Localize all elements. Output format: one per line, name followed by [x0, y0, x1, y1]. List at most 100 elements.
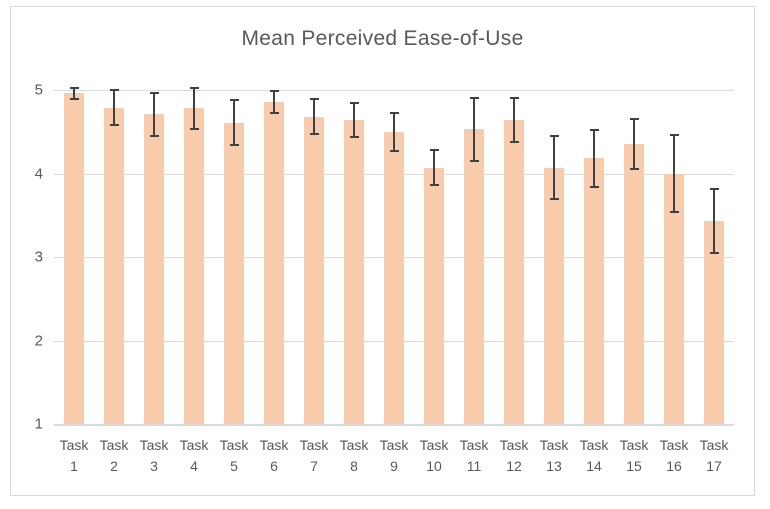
- error-bar-cap-top: [669, 134, 679, 137]
- bar-task-13: [544, 167, 564, 424]
- bar-task-3: [144, 114, 164, 424]
- error-bar-stem: [473, 97, 475, 161]
- x-axis-category-label: Task 12: [499, 437, 529, 474]
- x-axis-category-label: Task 6: [259, 437, 289, 474]
- error-bar-cap-top: [189, 86, 199, 89]
- x-axis-category-label: Task 2: [99, 437, 129, 474]
- error-bar-stem: [433, 150, 435, 186]
- error-bar-stem: [193, 87, 195, 130]
- error-bar-stem: [353, 103, 355, 137]
- bar-task-9: [384, 131, 404, 424]
- x-axis-category-label: Task 10: [419, 437, 449, 474]
- error-bar-cap-top: [469, 96, 479, 99]
- x-axis-category-label: Task 4: [179, 437, 209, 474]
- error-bar-stem: [313, 99, 315, 135]
- error-bar-stem: [633, 119, 635, 170]
- error-bar-cap-bottom: [189, 128, 199, 131]
- error-bar-task-4: [189, 86, 199, 131]
- bar-task-16: [664, 173, 684, 424]
- error-bar-stem: [233, 100, 235, 146]
- error-bar-cap-bottom: [709, 251, 719, 254]
- error-bar-cap-bottom: [629, 168, 639, 171]
- error-bar-cap-top: [109, 89, 119, 91]
- x-axis-category-label: Task 5: [219, 437, 249, 474]
- error-bar-stem: [513, 98, 515, 142]
- x-axis-category-label: Task 17: [699, 437, 729, 474]
- error-bar-cap-top: [549, 134, 559, 137]
- x-axis-category-label: Task 1: [59, 437, 89, 474]
- error-bar-cap-bottom: [389, 149, 399, 152]
- bar-task-4: [184, 108, 204, 424]
- error-bar-stem: [73, 87, 75, 100]
- error-bar-cap-top: [589, 129, 599, 132]
- bar-task-11: [464, 129, 484, 424]
- error-bar-cap-top: [309, 98, 319, 101]
- chart-frame: Mean Perceived Ease-of-Use 1 2 3 4 5 Task 1 Ta…: [10, 6, 755, 496]
- error-bar-task-1: [69, 86, 79, 101]
- error-bar-task-14: [589, 129, 599, 188]
- bar-task-6: [264, 101, 284, 424]
- y-axis-tick-label: 5: [34, 81, 43, 99]
- x-axis-category-label: Task 15: [619, 437, 649, 474]
- error-bar-cap-top: [229, 99, 239, 102]
- x-axis-category-label: Task 9: [379, 437, 409, 474]
- error-bar-stem: [113, 90, 115, 126]
- error-bar-stem: [153, 92, 155, 136]
- x-axis-category-label: Task 14: [579, 437, 609, 474]
- gridline: [54, 90, 734, 91]
- bar-task-5: [224, 122, 244, 424]
- error-bar-task-7: [309, 98, 319, 136]
- error-bar-stem: [713, 189, 715, 253]
- error-bar-cap-bottom: [269, 111, 279, 114]
- error-bar-cap-bottom: [149, 134, 159, 137]
- error-bar-cap-top: [149, 91, 159, 94]
- error-bar-stem: [673, 135, 675, 212]
- error-bar-task-17: [709, 188, 719, 254]
- error-bar-task-6: [269, 89, 279, 114]
- error-bar-task-9: [389, 111, 399, 152]
- error-bar-cap-bottom: [109, 124, 119, 127]
- error-bar-task-2: [109, 89, 119, 127]
- error-bar-cap-top: [429, 149, 439, 152]
- x-axis-line: [54, 424, 734, 426]
- error-bar-stem: [553, 135, 555, 200]
- x-axis-category-label: Task 11: [459, 437, 489, 474]
- error-bar-cap-bottom: [229, 144, 239, 147]
- error-bar-stem: [593, 130, 595, 187]
- error-bar-cap-top: [69, 86, 79, 89]
- error-bar-task-5: [229, 99, 239, 147]
- error-bar-stem: [393, 112, 395, 151]
- error-bar-cap-bottom: [309, 133, 319, 136]
- error-bar-task-8: [349, 102, 359, 138]
- error-bar-cap-bottom: [509, 140, 519, 143]
- y-axis-tick-label: 1: [34, 415, 43, 433]
- error-bar-stem: [273, 90, 275, 113]
- error-bar-task-11: [469, 96, 479, 162]
- error-bar-cap-bottom: [589, 185, 599, 188]
- error-bar-cap-top: [349, 102, 359, 105]
- x-axis-category-label: Task 13: [539, 437, 569, 474]
- x-axis-category-label: Task 7: [299, 437, 329, 474]
- x-axis-category-label: Task 8: [339, 437, 369, 474]
- error-bar-task-10: [429, 149, 439, 187]
- x-axis-category-label: Task 3: [139, 437, 169, 474]
- bar-task-14: [584, 158, 604, 424]
- bar-task-12: [504, 120, 524, 424]
- bar-task-15: [624, 144, 644, 424]
- error-bar-cap-top: [389, 111, 399, 114]
- error-bar-cap-bottom: [429, 184, 439, 187]
- error-bar-task-16: [669, 134, 679, 213]
- error-bar-cap-bottom: [349, 135, 359, 138]
- error-bar-cap-bottom: [669, 210, 679, 213]
- error-bar-task-12: [509, 97, 519, 143]
- error-bar-task-15: [629, 118, 639, 171]
- bar-task-7: [304, 116, 324, 424]
- y-axis-tick-label: 3: [34, 248, 43, 266]
- bar-task-1: [64, 93, 84, 424]
- plot-area: 1 2 3 4 5 Task 1 Task 2 Task 3 Task 4 Task 5 Task …: [35, 82, 734, 474]
- error-bar-cap-top: [509, 97, 519, 100]
- error-bar-cap-bottom: [469, 159, 479, 162]
- y-axis-tick-label: 2: [34, 332, 43, 349]
- bar-task-8: [344, 120, 364, 424]
